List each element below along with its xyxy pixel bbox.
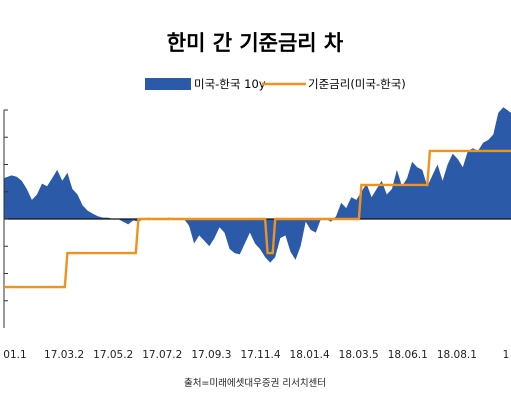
chart-title: 한미 간 기준금리 차 — [167, 31, 344, 55]
x-tick-label: 18.01.4 — [290, 349, 330, 361]
plot-area — [3, 107, 511, 328]
legend-label-line: 기준금리(미국-한국) — [308, 77, 406, 91]
x-tick-label: 18.03.5 — [339, 349, 379, 361]
series-area-us-kr-10y — [4, 107, 511, 263]
source-note: 출처=미래에셋대우증권 리서치센터 — [184, 377, 326, 389]
series-line-policy-rate-diff — [4, 149, 511, 289]
x-tick-label: 17.05.2 — [93, 349, 133, 361]
legend-label-area: 미국-한국 10y — [194, 77, 266, 91]
x-tick-label: 17.11.4 — [240, 349, 280, 361]
legend-swatch-area — [145, 78, 191, 90]
x-tick-label: 17.09.3 — [191, 349, 231, 361]
x-tick-label: 17.07.2 — [142, 349, 182, 361]
x-tick-label: 01.1 — [3, 349, 26, 361]
y-ticks — [4, 109, 8, 302]
x-tick-label: 17.03.2 — [44, 349, 84, 361]
x-tick-label: 18.08.1 — [437, 349, 477, 361]
x-tick-label: 18.06.1 — [388, 349, 428, 361]
x-tick-labels: 01.1 17.03.2 17.05.2 17.07.2 17.09.3 17.11.4 1… — [3, 349, 509, 361]
x-tick-label: 1 — [503, 349, 510, 361]
legend: 미국-한국 10y 기준금리(미국-한국) — [145, 77, 406, 91]
